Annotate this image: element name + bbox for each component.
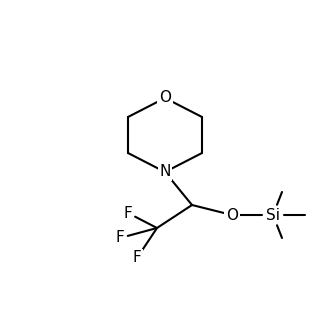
Text: F: F [124, 206, 132, 220]
Text: F: F [115, 230, 124, 246]
Text: O: O [159, 90, 171, 106]
Text: N: N [159, 164, 171, 180]
Text: O: O [226, 208, 238, 222]
Text: F: F [133, 250, 141, 266]
Text: Si: Si [266, 208, 280, 222]
